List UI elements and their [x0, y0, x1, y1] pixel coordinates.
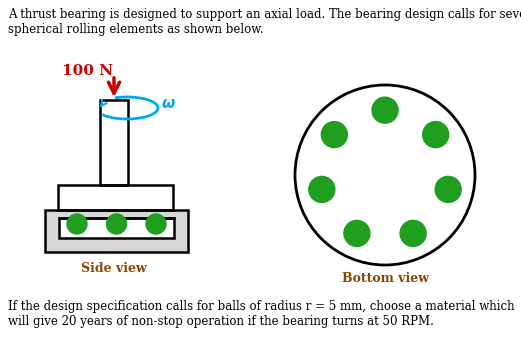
Circle shape	[435, 176, 461, 202]
Ellipse shape	[106, 214, 127, 234]
Circle shape	[372, 97, 398, 123]
Circle shape	[309, 176, 335, 202]
Circle shape	[344, 221, 370, 246]
Polygon shape	[45, 210, 188, 252]
Text: ω: ω	[161, 96, 174, 110]
Circle shape	[321, 121, 348, 148]
Text: Side view: Side view	[81, 262, 147, 275]
Circle shape	[400, 221, 426, 246]
Text: 100 N: 100 N	[62, 64, 113, 78]
Text: Bottom view: Bottom view	[341, 272, 428, 285]
Circle shape	[423, 121, 449, 148]
Text: If the design specification calls for balls of radius r = 5 mm, choose a materia: If the design specification calls for ba…	[8, 300, 515, 328]
Text: A thrust bearing is designed to support an axial load. The bearing design calls : A thrust bearing is designed to support …	[8, 8, 521, 36]
Polygon shape	[59, 218, 174, 238]
Ellipse shape	[67, 214, 87, 234]
Ellipse shape	[146, 214, 166, 234]
